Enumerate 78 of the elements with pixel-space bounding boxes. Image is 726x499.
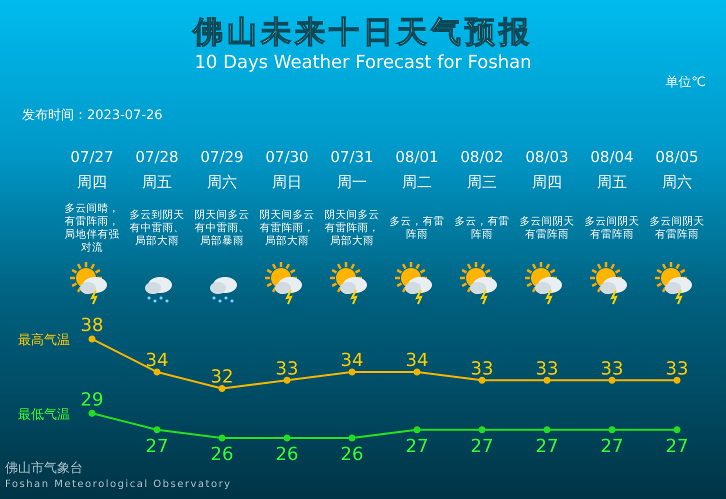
data-label: 27: [536, 436, 558, 457]
data-label: 34: [406, 350, 428, 371]
data-label: 27: [470, 436, 494, 457]
data-label: 27: [666, 436, 688, 457]
x-tick-label: 08/05: [655, 148, 699, 166]
data-label: 27: [600, 436, 624, 457]
data-label: 26: [340, 444, 364, 465]
data-label: 34: [146, 350, 168, 371]
text: 多云，有雷阵雨: [454, 216, 510, 240]
text: 周二: [402, 173, 432, 191]
data-label: 33: [536, 358, 558, 380]
chart-title: 佛山未来十日天气预报: [192, 15, 533, 50]
x-tick-label: 07/30: [265, 148, 309, 166]
data-label: 33: [600, 358, 624, 380]
point: [544, 376, 550, 384]
text: 多云间阴天有雷阵雨: [650, 216, 704, 240]
text: 多云到阴天有中雷雨、局部大雨: [130, 209, 184, 247]
point: [608, 426, 616, 434]
text: 多云间晴，有雷阵雨，局地伴有强对流: [64, 202, 120, 254]
point: [88, 410, 96, 417]
x-tick-label: 07/28: [135, 148, 179, 166]
text: 阴天间多云有雷阵雨，局部大雨: [324, 209, 380, 247]
text: 单位℃: [665, 75, 706, 90]
text: 阴天间多云有中雷雨、局部暴雨: [194, 209, 250, 247]
x-tick-label: 08/02: [460, 148, 504, 166]
text: 多云，有雷阵雨: [390, 216, 444, 240]
data-label: 33: [276, 358, 298, 380]
series-label: 最低气温: [18, 407, 70, 422]
text: 周三: [467, 173, 497, 191]
x-tick-label: 08/04: [590, 148, 634, 166]
point: [348, 368, 356, 376]
point: [544, 426, 550, 434]
point: [414, 426, 420, 434]
point: [218, 434, 226, 442]
point: [284, 376, 290, 384]
text: 周四: [77, 173, 107, 191]
text: 阴天间多云有雷阵雨，局部大雨: [260, 209, 314, 247]
x-tick-label: 07/27: [70, 148, 114, 166]
text: 周五: [597, 173, 627, 191]
data-label: 33: [666, 358, 688, 380]
x-tick-label: 08/01: [395, 148, 439, 166]
point: [154, 368, 160, 376]
point: [478, 426, 486, 434]
point: [88, 336, 96, 342]
point: [154, 426, 160, 434]
data-label: 26: [276, 444, 298, 465]
point: [218, 385, 226, 392]
text: 佛山市气象台: [5, 461, 83, 476]
data-label: 33: [470, 358, 494, 380]
text: 周六: [662, 173, 692, 191]
series-label: 最高气温: [18, 332, 70, 348]
text: Foshan Meteorological Observatory: [5, 479, 232, 490]
data-label: 32: [210, 366, 234, 388]
chart-subtitle: 10 Days Weather Forecast for Foshan: [194, 52, 532, 73]
point: [674, 376, 680, 384]
text: 周五: [142, 173, 172, 191]
text: 发布时间：2023-07-26: [22, 108, 163, 123]
x-tick-label: 07/29: [200, 148, 244, 166]
text: 周四: [532, 173, 562, 191]
point: [348, 434, 356, 442]
x-tick-label: 08/03: [525, 148, 569, 166]
text: 周日: [272, 173, 302, 191]
data-label: 27: [406, 436, 428, 457]
text: 周六: [207, 173, 237, 191]
data-label: 26: [210, 444, 234, 465]
data-label: 27: [146, 436, 168, 457]
data-label: 34: [340, 350, 364, 371]
text: 周一: [337, 173, 367, 191]
point: [414, 368, 420, 376]
point: [284, 434, 290, 442]
text: 多云间阴天有雷阵雨: [520, 216, 574, 240]
point: [478, 376, 486, 384]
text: 多云间阴天有雷阵雨: [584, 216, 640, 240]
data-label: 38: [80, 315, 104, 336]
data-label: 29: [80, 389, 104, 410]
point: [608, 376, 616, 384]
x-tick-label: 07/31: [330, 148, 374, 166]
point: [674, 426, 680, 434]
